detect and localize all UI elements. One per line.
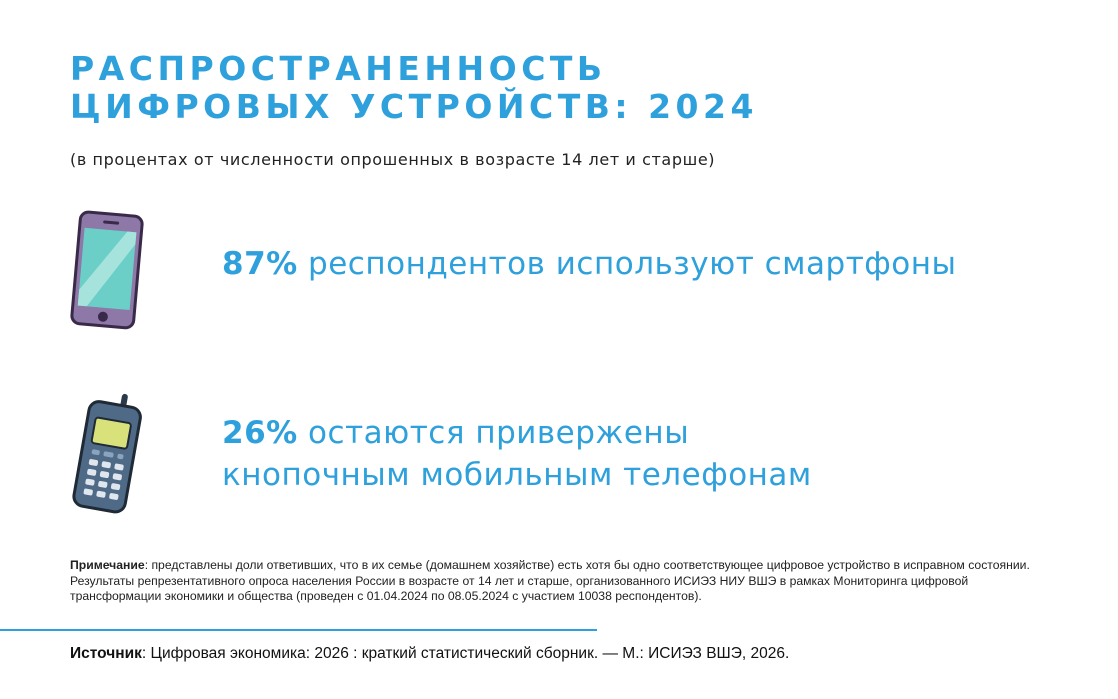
stat-text-line2: кнопочным мобильным телефонам (222, 457, 812, 493)
page-title: РАСПРОСТРАНЕННОСТЬ ЦИФРОВЫХ УСТРОЙСТВ: 2… (70, 50, 758, 126)
stat-text: остаются привержены (297, 415, 690, 451)
subtitle: (в процентах от численности опрошенных в… (70, 150, 716, 169)
source: Источник: Цифровая экономика: 2026 : кра… (70, 645, 789, 663)
stat-smartphones: 87% респондентов используют смартфоны (222, 243, 957, 285)
stat-push-button-phones: 26% остаются привержены кнопочным мобиль… (222, 412, 812, 496)
source-text: : Цифровая экономика: 2026 : краткий ста… (141, 645, 790, 662)
stat-text: респондентов используют смартфоны (297, 246, 957, 282)
smartphone-icon (70, 210, 144, 330)
note-text: : представлены доли ответивших, что в их… (70, 558, 1030, 603)
stat-percent: 26% (222, 415, 298, 451)
title-line-1: РАСПРОСТРАНЕННОСТЬ (70, 49, 607, 88)
title-line-2: ЦИФРОВЫХ УСТРОЙСТВ: 2024 (70, 87, 758, 126)
note-label: Примечание (70, 558, 145, 572)
push-button-phone-icon (72, 393, 142, 514)
source-label: Источник (70, 645, 142, 662)
footnote: Примечание: представлены доли ответивших… (70, 558, 1050, 605)
divider (0, 629, 597, 631)
stat-percent: 87% (222, 246, 298, 282)
